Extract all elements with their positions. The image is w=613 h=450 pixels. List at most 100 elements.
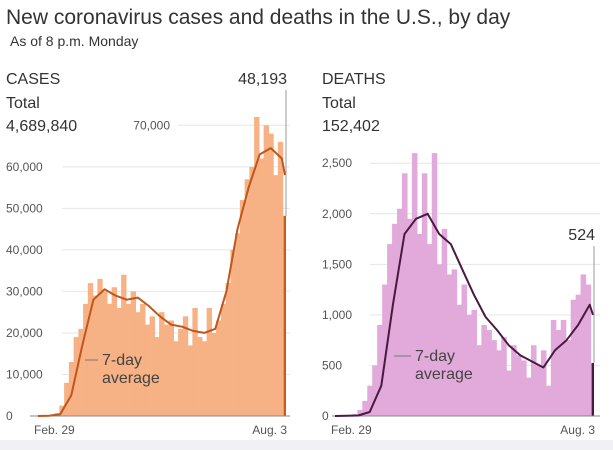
daily-bar bbox=[526, 377, 532, 416]
daily-bar bbox=[64, 382, 70, 416]
daily-bar bbox=[481, 325, 487, 416]
y-tick-label: 500 bbox=[322, 358, 342, 372]
y-tick-label: 0 bbox=[6, 409, 13, 423]
daily-bar bbox=[225, 283, 231, 416]
seven-day-average-line bbox=[334, 212, 594, 417]
daily-bar bbox=[451, 269, 458, 416]
daily-bar bbox=[585, 284, 592, 416]
daily-bar bbox=[182, 316, 189, 416]
daily-bar bbox=[511, 345, 517, 416]
daily-bar bbox=[211, 332, 217, 416]
daily-bar bbox=[111, 287, 117, 416]
average-label-line1: 7-day bbox=[102, 352, 142, 369]
deaths-total-value: 152,402 bbox=[322, 118, 380, 135]
daily-bar bbox=[168, 320, 174, 416]
y-tick-label: 50,000 bbox=[6, 201, 43, 215]
daily-bar bbox=[372, 365, 378, 416]
daily-bar bbox=[456, 304, 463, 416]
daily-bar bbox=[254, 117, 260, 416]
latest-value-label: 524 bbox=[568, 227, 595, 244]
daily-bar bbox=[249, 166, 255, 416]
daily-bar bbox=[535, 365, 542, 416]
daily-bar bbox=[550, 319, 557, 416]
daily-bar bbox=[501, 337, 507, 416]
deaths-total-label: Total bbox=[322, 95, 356, 112]
y-tick-label: 30,000 bbox=[6, 284, 43, 298]
daily-bar bbox=[426, 244, 433, 416]
y-tick-label: 60,000 bbox=[6, 160, 43, 174]
daily-bar bbox=[135, 312, 141, 416]
daily-bar bbox=[411, 153, 418, 416]
daily-bar bbox=[397, 208, 403, 416]
daily-bar bbox=[244, 179, 250, 416]
y-tick-label: 2,000 bbox=[322, 207, 352, 221]
daily-bar bbox=[268, 133, 274, 416]
daily-bar bbox=[367, 385, 373, 416]
daily-bar bbox=[555, 330, 562, 416]
latest-day-bar bbox=[591, 363, 594, 416]
daily-bar bbox=[471, 309, 478, 416]
daily-bar bbox=[476, 345, 482, 416]
x-tick-label: Feb. 29 bbox=[34, 423, 75, 437]
daily-bar bbox=[258, 158, 265, 416]
daily-bar bbox=[565, 340, 572, 416]
daily-bar bbox=[216, 320, 222, 416]
y-tick-label: 70,000 bbox=[133, 118, 170, 132]
daily-bar bbox=[130, 291, 136, 416]
average-label-line2: average bbox=[102, 370, 160, 387]
daily-bar bbox=[461, 284, 468, 416]
seven-day-average-line bbox=[37, 147, 286, 417]
deaths-panel: DEATHS Total 152,402 0 500 1,000 1,500 2,000 2,5… bbox=[322, 71, 600, 437]
daily-bar bbox=[277, 141, 284, 416]
deaths-heading: DEATHS bbox=[322, 71, 386, 88]
daily-bar bbox=[187, 345, 193, 416]
cases-heading: CASES bbox=[6, 71, 60, 88]
daily-bar bbox=[521, 360, 527, 416]
daily-bar bbox=[382, 284, 388, 416]
daily-bar bbox=[116, 308, 122, 416]
daily-bar bbox=[357, 409, 363, 416]
daily-bar bbox=[431, 153, 438, 416]
daily-bar bbox=[78, 328, 84, 416]
daily-bar bbox=[149, 316, 155, 416]
y-tick-label: 1,500 bbox=[322, 257, 352, 271]
daily-bar bbox=[377, 325, 383, 416]
average-label-line2: average bbox=[415, 366, 473, 383]
daily-bar bbox=[575, 294, 582, 416]
daily-bar bbox=[97, 278, 103, 416]
daily-bar bbox=[570, 299, 577, 416]
daily-bar bbox=[68, 362, 75, 416]
daily-bar bbox=[441, 228, 448, 416]
daily-bar bbox=[416, 234, 423, 416]
y-tick-label: 0 bbox=[322, 409, 329, 423]
chart-title: New coronavirus cases and deaths in the … bbox=[6, 6, 511, 29]
cases-total-value: 4,689,840 bbox=[6, 118, 77, 135]
daily-bar bbox=[436, 264, 443, 416]
daily-bar bbox=[491, 340, 497, 416]
daily-bar bbox=[239, 200, 246, 416]
daily-bar bbox=[230, 249, 236, 416]
footer-strip bbox=[0, 440, 613, 450]
daily-bar bbox=[220, 303, 227, 416]
daily-bar bbox=[545, 385, 552, 416]
y-tick-label: 10,000 bbox=[6, 367, 43, 381]
chart-subtitle: As of 8 p.m. Monday bbox=[10, 33, 138, 49]
daily-bar bbox=[496, 350, 502, 416]
daily-bar bbox=[106, 303, 113, 416]
daily-bar bbox=[87, 283, 94, 416]
daily-bar bbox=[140, 303, 146, 416]
y-tick-label: 2,500 bbox=[322, 156, 352, 170]
daily-bar bbox=[392, 223, 398, 416]
cases-total-label: Total bbox=[6, 95, 40, 112]
x-tick-label: Aug. 3 bbox=[252, 423, 287, 437]
daily-bar bbox=[125, 303, 132, 416]
x-tick-label: Feb. 29 bbox=[331, 423, 372, 437]
daily-bar bbox=[362, 400, 368, 416]
daily-bar bbox=[121, 274, 127, 416]
y-tick-label: 40,000 bbox=[6, 243, 43, 257]
daily-bar bbox=[263, 125, 269, 417]
daily-bar bbox=[486, 330, 492, 416]
daily-bar bbox=[92, 295, 98, 416]
daily-bar bbox=[273, 175, 279, 416]
